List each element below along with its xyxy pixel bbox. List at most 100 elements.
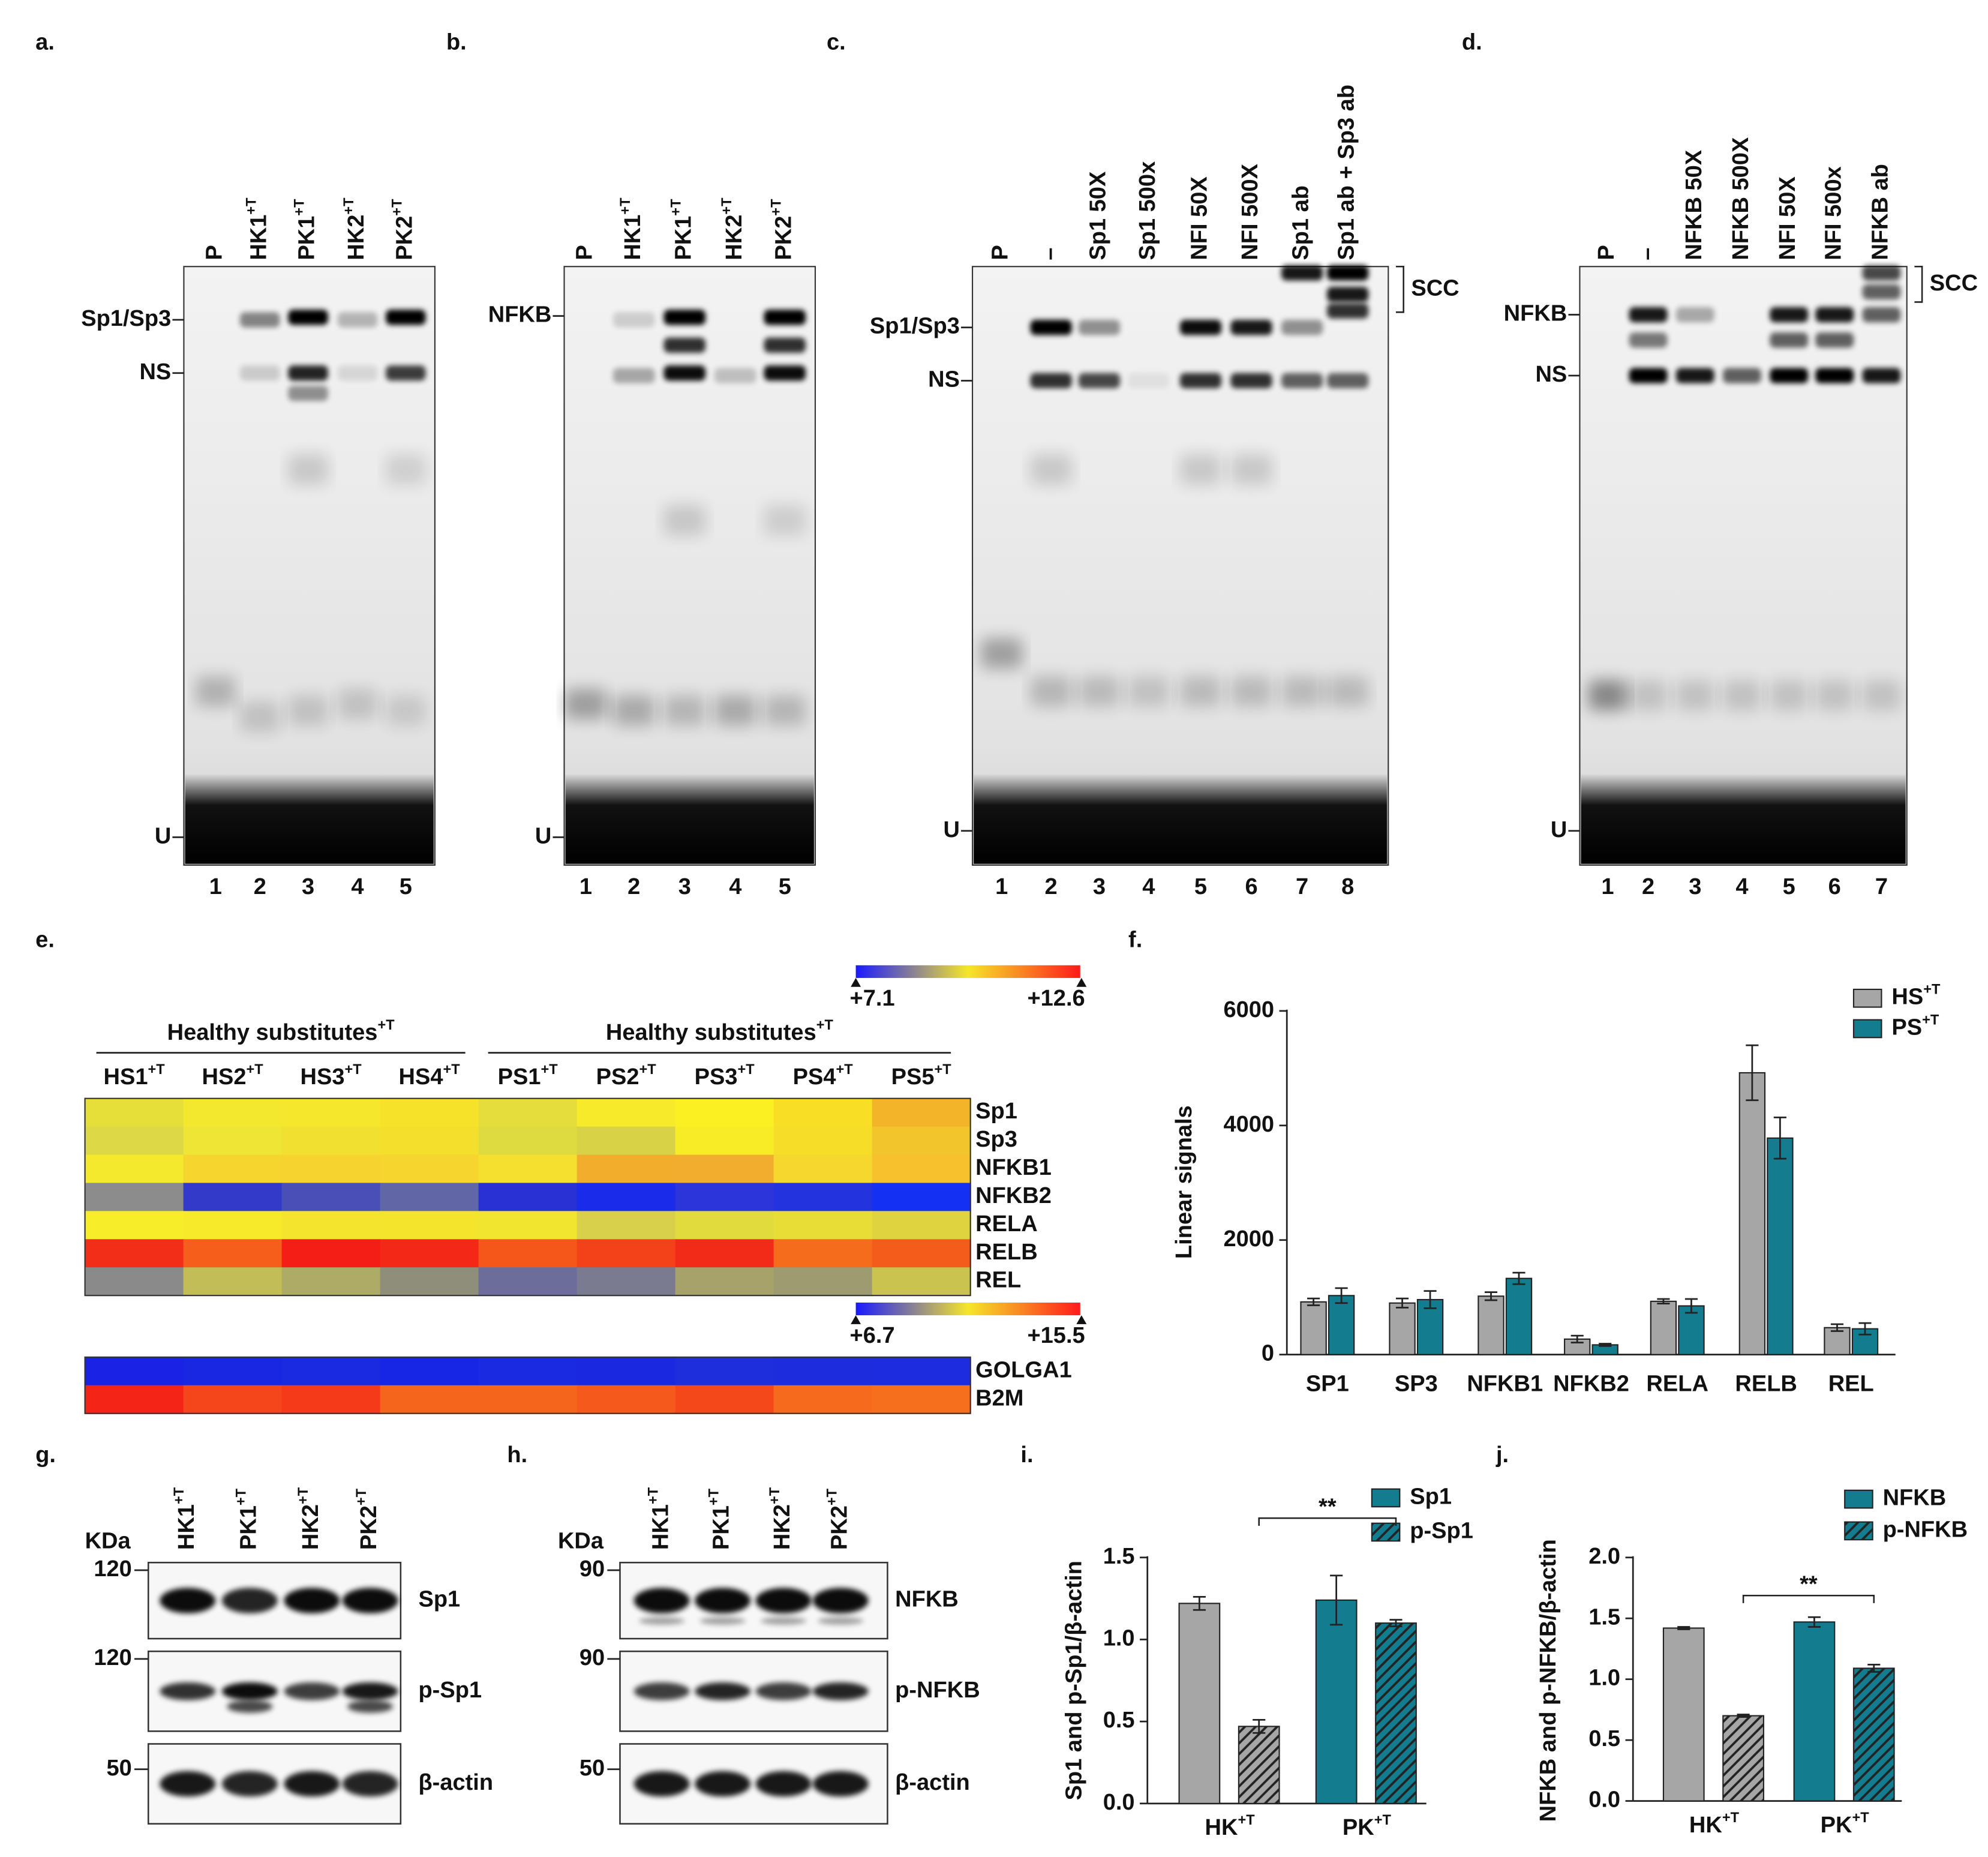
lane-header-main: NFI 500x [1821, 166, 1846, 260]
error-bar [1424, 1290, 1437, 1309]
legend-swatch [1852, 988, 1882, 1008]
lane-number: 3 [1689, 874, 1701, 899]
lane-header-main: Sp1 50X [1085, 171, 1110, 260]
legend-label: Sp1 [1410, 1484, 1452, 1510]
blot-band [695, 1771, 751, 1797]
heatmap-cell [478, 1126, 578, 1156]
legend-swatch [1371, 1488, 1401, 1508]
gel-band [1230, 676, 1272, 707]
gel-band [1675, 307, 1714, 323]
lane-header: NFKB 50X [1681, 149, 1707, 260]
lane-header-main: Sp1 500x [1135, 161, 1160, 260]
gel-band [288, 695, 328, 726]
lane-header: PK1+T [292, 199, 320, 260]
gel-band [564, 689, 607, 719]
lane-header: PK1+T [233, 1488, 262, 1550]
gel-band [386, 310, 426, 325]
colorbar-arrow [1076, 1315, 1087, 1324]
lane-header: NFI 50X [1775, 176, 1800, 260]
bar [1389, 1302, 1416, 1355]
heatmap-cell [872, 1239, 971, 1268]
group-label: Healthy substitutes+T [606, 1017, 834, 1045]
lane-number: 4 [729, 874, 741, 899]
row-label: RELA [975, 1211, 1038, 1237]
heatmap-cell [85, 1267, 184, 1297]
bar [1738, 1072, 1766, 1355]
legend-label: p-Sp1 [1410, 1519, 1473, 1544]
heatmap-cell [380, 1267, 479, 1297]
lane-header-sup: +T [341, 197, 356, 215]
lane-header: – [1635, 248, 1660, 260]
lane-header-main: HK1 [246, 215, 271, 260]
lane-header: Sp1 50X [1085, 171, 1110, 260]
x-tick-label-main: HK [1689, 1813, 1722, 1838]
gel-band [288, 385, 328, 401]
panel-letter: f. [1128, 928, 1142, 953]
gel-free-probe [1581, 773, 1906, 864]
heatmap-cell [773, 1098, 873, 1127]
column-label-main: PS2 [596, 1064, 639, 1090]
panel-letter: e. [35, 928, 55, 953]
heatmap-cell [478, 1098, 578, 1127]
error-bar [1807, 1616, 1821, 1628]
column-label-main: PS4 [793, 1064, 836, 1090]
heatmap-cell [281, 1126, 381, 1156]
gel-band [1179, 676, 1222, 707]
lane-header-sup: +T [389, 199, 405, 216]
heatmap-cell [183, 1126, 283, 1156]
column-label-sup: +T [738, 1061, 755, 1077]
gel-band [612, 695, 655, 726]
legend-label: HS+T [1891, 982, 1941, 1010]
lane-header: HK1+T [171, 1487, 199, 1550]
heatmap-cell [675, 1385, 774, 1414]
heatmap-cell [773, 1154, 873, 1184]
band-marker: NFKB [488, 302, 552, 328]
blot-band [160, 1771, 216, 1797]
gel-band [1179, 373, 1222, 389]
bar [1851, 1328, 1879, 1355]
gel-band [714, 368, 756, 383]
heatmap-cell [380, 1357, 479, 1386]
gel-band [1675, 680, 1714, 710]
lane-header-sup: +T [824, 1488, 839, 1505]
colorbar-max: +15.5 [1027, 1323, 1085, 1348]
heatmap-cell [675, 1211, 774, 1240]
row-label: Sp1 [975, 1099, 1017, 1124]
marker-size: 90 [579, 1556, 605, 1582]
colorbar-min: +7.1 [850, 986, 895, 1011]
heatmap-cell [576, 1239, 676, 1268]
colorbar-arrow [851, 1315, 861, 1324]
gel-band [1281, 320, 1323, 335]
gel-band [1629, 368, 1668, 383]
gel-band [764, 365, 806, 381]
error-bar [1599, 1343, 1612, 1347]
lane-header: NFKB ab [1868, 164, 1893, 260]
gel-band [1327, 373, 1369, 389]
lane-header: HK1+T [244, 197, 272, 260]
lane-header: NFI 500x [1821, 166, 1846, 260]
blot-band [699, 1617, 746, 1625]
lane-header: HK2+T [719, 197, 747, 260]
marker-size: 50 [579, 1756, 605, 1781]
gel-band [1230, 320, 1272, 335]
column-label: PS4+T [793, 1061, 854, 1090]
gel-band [288, 454, 328, 485]
colorbar-min: +6.7 [850, 1323, 895, 1348]
error-bar [1858, 1322, 1872, 1336]
lane-header-sup: +T [617, 197, 633, 215]
error-bar [1335, 1287, 1348, 1304]
gel [972, 266, 1389, 866]
gel-band [663, 310, 706, 325]
lane-header-main: NFKB ab [1868, 164, 1893, 260]
gel-band [196, 676, 236, 707]
blot-band [755, 1771, 812, 1797]
heatmap-cell [478, 1357, 578, 1386]
y-tick-label: 4000 [1223, 1112, 1274, 1137]
y-tick-label: 1.5 [1588, 1604, 1620, 1630]
heatmap-cell [85, 1357, 184, 1386]
column-label-sup: +T [443, 1061, 461, 1077]
legend-label-main: Sp1 [1410, 1484, 1452, 1510]
heatmap-cell [773, 1183, 873, 1212]
y-axis-title: Sp1 and p-Sp1/β-actin [1061, 1561, 1086, 1800]
y-tick-label: 6000 [1223, 997, 1274, 1022]
